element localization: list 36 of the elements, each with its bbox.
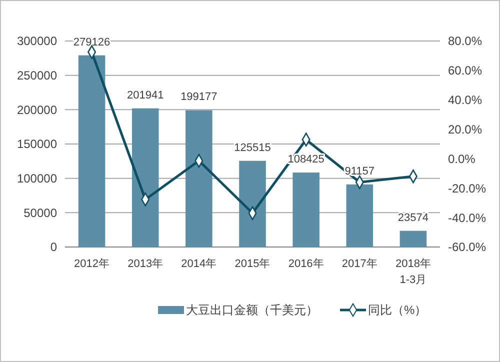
y-tick-label: 50000 — [24, 206, 58, 220]
bar — [78, 55, 106, 247]
y2-tick-label: 60.0% — [448, 64, 482, 78]
y2-tick-label: -20.0% — [448, 181, 486, 196]
x-tick-label: 2017年 — [342, 258, 378, 270]
x-tick-label: 2014年 — [181, 258, 217, 270]
y2-tick-label: -60.0% — [448, 240, 486, 254]
x-tick-label: 2018年 1-3月 — [395, 258, 431, 286]
data-label: 279126 — [73, 36, 110, 48]
x-tick-label: 2015年 — [234, 258, 270, 270]
bar — [239, 160, 266, 247]
data-label: 199177 — [180, 91, 218, 104]
data-label: 23574 — [398, 212, 429, 224]
y2-tick-label: 0.0% — [448, 152, 476, 166]
y-tick-label: 0 — [50, 240, 58, 254]
data-label: 201941 — [127, 89, 164, 102]
bar — [400, 230, 427, 247]
legend-label: 大豆出口金额（千美元） — [186, 303, 318, 318]
y-tick-label: 300000 — [16, 34, 58, 48]
bar — [186, 110, 212, 247]
legend-label: 同比（%） — [368, 303, 427, 318]
x-tick-label: 2016年 — [288, 258, 324, 270]
bar — [132, 108, 159, 247]
y2-tick-label: -40.0% — [448, 210, 486, 225]
y2-tick-label: 80.0% — [448, 34, 482, 48]
bar — [292, 172, 320, 247]
y2-tick-label: 20.0% — [448, 122, 482, 136]
y-tick-label: 200000 — [16, 102, 58, 117]
x-tick-label: 2012年 — [74, 258, 110, 270]
y-tick-label: 150000 — [16, 137, 58, 152]
bar — [346, 184, 374, 247]
y2-tick-label: 40.0% — [448, 93, 482, 108]
data-label: 125515 — [234, 142, 271, 154]
y-tick-label: 100000 — [16, 172, 58, 186]
y-tick-label: 250000 — [16, 68, 58, 83]
x-tick-label: 2013年 — [128, 258, 164, 270]
